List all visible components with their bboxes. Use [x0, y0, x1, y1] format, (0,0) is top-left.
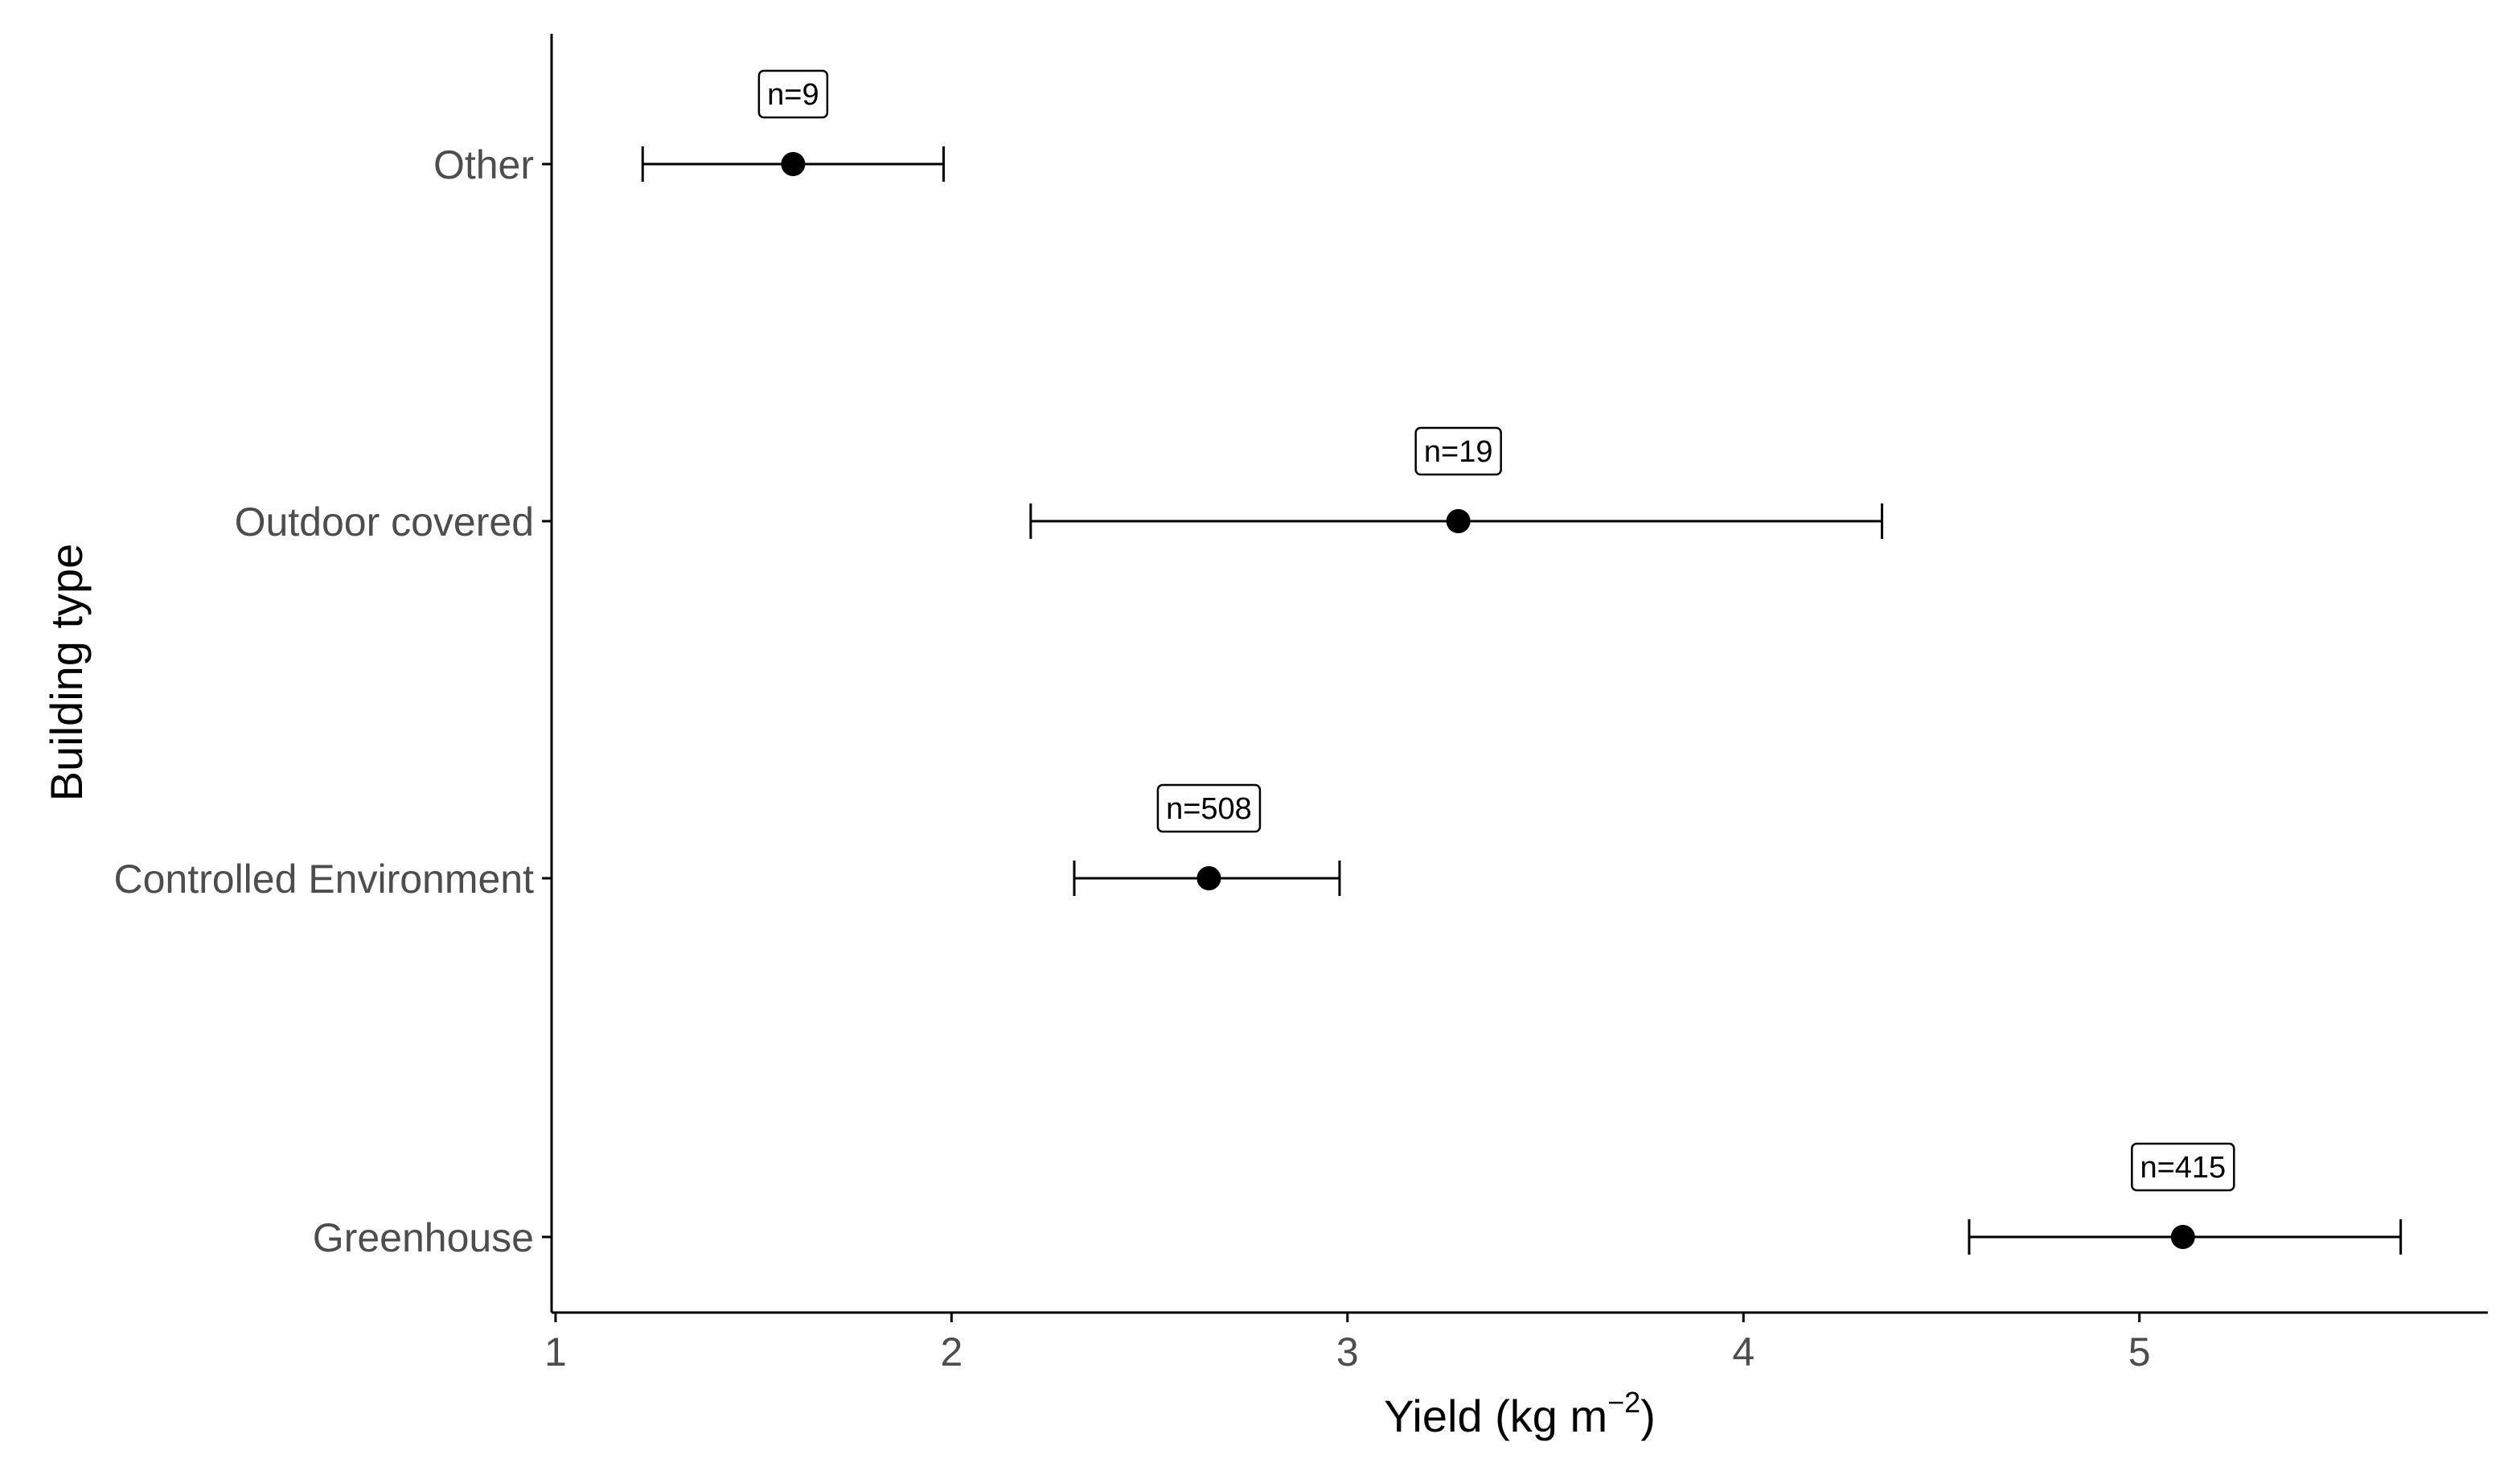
n-label: n=9	[767, 78, 819, 112]
x-tick-label: 4	[1732, 1329, 1755, 1374]
y-axis-title: Building type	[41, 544, 92, 802]
x-axis-title-main: Yield (kg m	[1384, 1391, 1607, 1441]
y-tick-label: Outdoor covered	[235, 499, 534, 544]
y-tick-label: Other	[433, 142, 534, 187]
n-label: n=19	[1424, 435, 1493, 469]
y-tick-label: Controlled Environment	[114, 857, 535, 902]
x-tick-label: 2	[940, 1329, 962, 1374]
point-range-other: n=9	[641, 69, 946, 182]
y-tick-label: Greenhouse	[313, 1215, 534, 1260]
n-label: n=415	[2140, 1151, 2226, 1185]
mean-point	[781, 152, 806, 176]
point-range-controlled-environment: n=508	[1073, 783, 1341, 896]
x-axis-title: Yield (kg m−2)	[1384, 1386, 1656, 1441]
x-tick-label: 1	[544, 1329, 567, 1374]
x-axis-title-suffix: )	[1640, 1391, 1656, 1441]
mean-point	[1196, 866, 1221, 890]
plot-area: Other Outdoor covered Controlled Environme…	[114, 34, 2488, 1374]
n-label-box	[1156, 783, 1262, 833]
mean-point	[2170, 1225, 2195, 1249]
x-tick-label: 5	[2128, 1329, 2151, 1374]
x-axis-title-superscript: −2	[1607, 1386, 1640, 1419]
point-range-outdoor-covered: n=19	[1029, 426, 1884, 539]
mean-point	[1446, 509, 1471, 533]
x-tick-label: 3	[1336, 1329, 1359, 1374]
n-label: n=508	[1166, 792, 1252, 826]
n-label-box	[757, 69, 829, 119]
point-range-greenhouse: n=415	[1968, 1142, 2403, 1255]
n-label-box	[1414, 426, 1502, 476]
n-label-box	[2131, 1142, 2235, 1192]
